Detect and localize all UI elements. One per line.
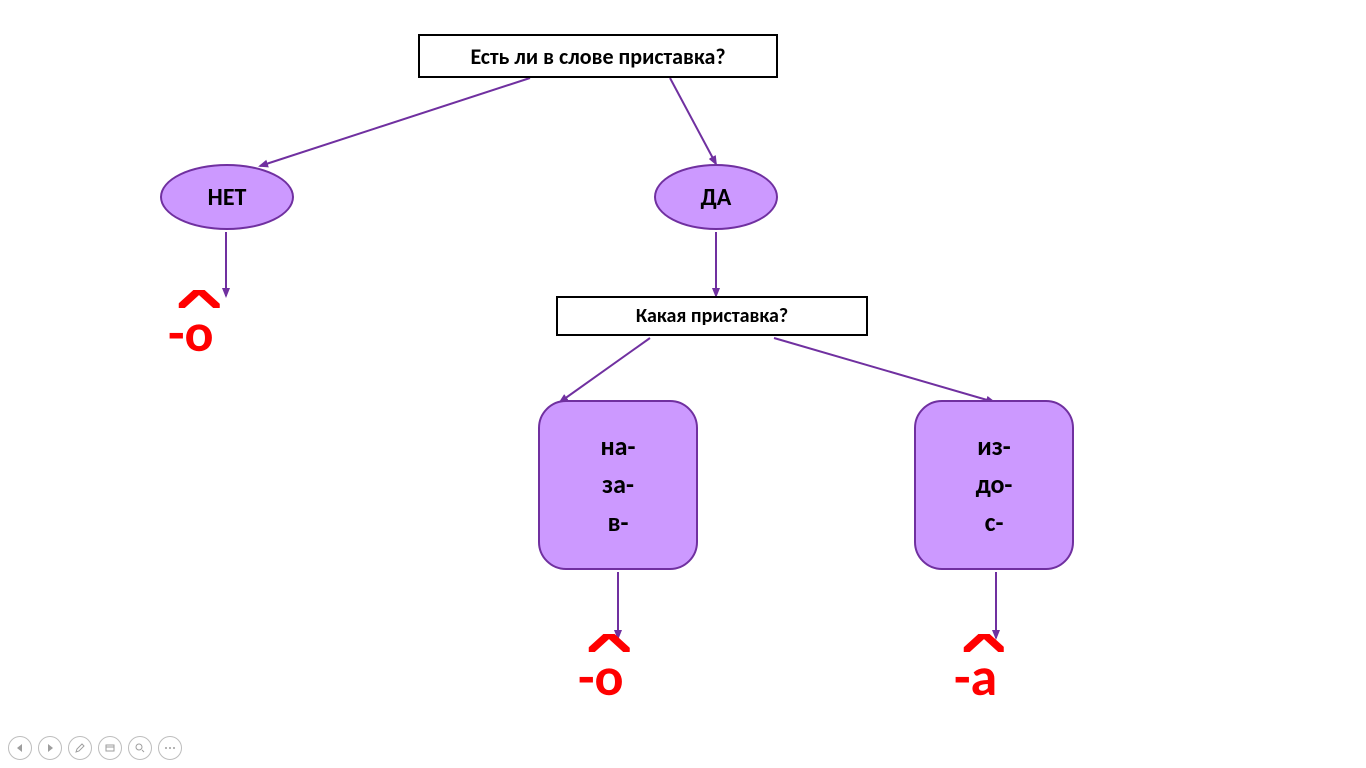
list-item: на- (601, 428, 636, 466)
suffix-o-2: -о (578, 644, 624, 710)
view-button[interactable] (98, 736, 122, 760)
list-item: в- (601, 504, 636, 542)
presentation-toolbar (8, 736, 182, 760)
arrow-layer (0, 0, 1366, 768)
prefix-group-1-lines: на- за- в- (601, 428, 636, 541)
answer-yes-text: ДА (701, 183, 732, 212)
prev-slide-button[interactable] (8, 736, 32, 760)
zoom-button[interactable] (128, 736, 152, 760)
suffix-o-1: -о (168, 300, 214, 366)
flowchart-canvas: Есть ли в слове приставка? НЕТ ДА Какая … (0, 0, 1366, 768)
list-item: до- (976, 466, 1013, 504)
answer-no-ellipse: НЕТ (160, 164, 294, 230)
list-item: из- (976, 428, 1013, 466)
prefix-group-1: на- за- в- (538, 400, 698, 570)
answer-no-text: НЕТ (208, 183, 247, 212)
question-1-text: Есть ли в слове приставка? (470, 43, 725, 70)
list-item: с- (976, 504, 1013, 542)
suffix-a: -а (954, 644, 997, 710)
next-slide-button[interactable] (38, 736, 62, 760)
pen-button[interactable] (68, 736, 92, 760)
question-2-text: Какая приставка? (636, 304, 788, 328)
more-button[interactable] (158, 736, 182, 760)
prefix-group-2: из- до- с- (914, 400, 1074, 570)
list-item: за- (601, 466, 636, 504)
question-box-1: Есть ли в слове приставка? (418, 34, 778, 78)
prefix-group-2-lines: из- до- с- (976, 428, 1013, 541)
answer-yes-ellipse: ДА (654, 164, 778, 230)
question-box-2: Какая приставка? (556, 296, 868, 336)
